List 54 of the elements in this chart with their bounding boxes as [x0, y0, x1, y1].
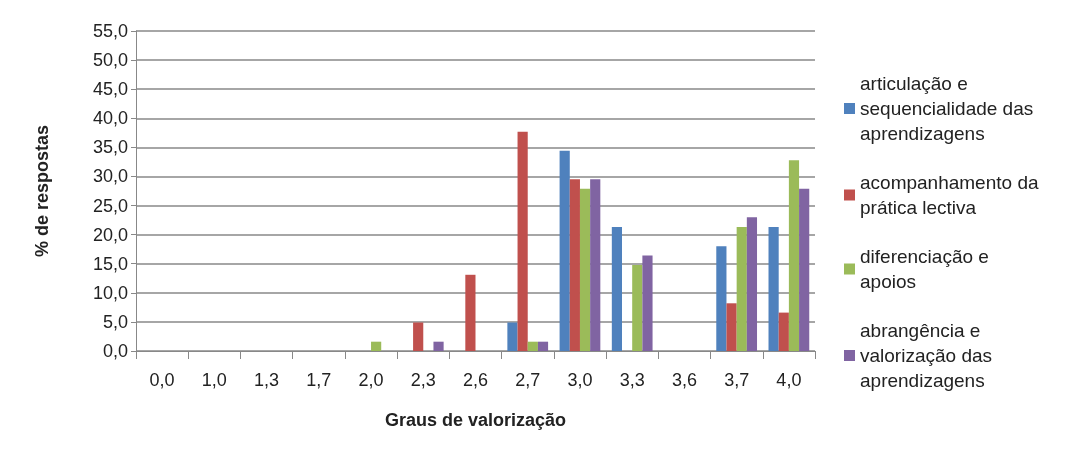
bar: [799, 188, 810, 351]
y-tick-label: 45,0: [92, 79, 128, 100]
y-tick-label: 25,0: [92, 195, 128, 216]
y-tick-label: 15,0: [92, 253, 128, 274]
bar: [537, 341, 549, 351]
bar: [590, 179, 601, 351]
x-tick-label: 2,0: [358, 370, 384, 390]
bar: [642, 255, 653, 351]
x-tick-label: 4,0: [776, 370, 802, 390]
bar: [527, 341, 538, 351]
x-tick-label: 1,0: [201, 370, 227, 390]
y-tick-label: 50,0: [92, 50, 128, 71]
bar: [768, 227, 779, 351]
bar: [788, 160, 800, 351]
x-tick-label: 2,7: [515, 370, 541, 390]
y-tick-label: 5,0: [102, 311, 128, 332]
bar: [507, 322, 518, 351]
x-tick-label: 2,6: [462, 370, 489, 390]
bar: [433, 341, 444, 351]
bar: [569, 179, 580, 351]
x-tick-label: 3,0: [567, 370, 593, 390]
bar: [517, 131, 528, 351]
bar: [778, 312, 789, 351]
bar: [413, 322, 424, 351]
bar: [632, 264, 643, 351]
legend-label: acompanhamento da prática lectiva: [860, 172, 1044, 218]
bar: [559, 150, 570, 351]
x-tick-label: 2,3: [410, 370, 436, 390]
bar: [716, 246, 727, 351]
y-tick-label: 10,0: [92, 282, 128, 303]
x-tick-label: 0,0: [149, 370, 175, 390]
y-tick-label: 40,0: [92, 108, 128, 129]
bar: [746, 217, 758, 351]
bar: [726, 303, 737, 351]
x-tick-label: 3,3: [619, 370, 645, 390]
x-axis-title: Graus de valorização: [384, 410, 567, 430]
y-tick-label: 35,0: [92, 137, 128, 158]
bar: [579, 188, 591, 351]
legend-label: articulação e sequencialidade das aprendizagens: [860, 73, 1039, 144]
bar: [465, 274, 476, 351]
x-tick-label: 1,7: [306, 370, 332, 390]
legend-label: abrangência e valorização das aprendizagens: [860, 320, 998, 391]
bar: [371, 341, 382, 351]
x-tick-label: 1,3: [254, 370, 280, 390]
y-axis-title: % de respostas: [32, 124, 52, 258]
legend-label: diferenciação e apoios: [860, 246, 995, 292]
y-tick-label: 0,0: [102, 341, 128, 361]
y-tick-label: 30,0: [92, 166, 128, 187]
bar: [736, 227, 747, 351]
bar: [611, 227, 623, 351]
y-tick-label: 20,0: [92, 224, 128, 245]
x-tick-label: 3,7: [724, 370, 750, 390]
y-tick-label: 55,0: [92, 21, 128, 41]
x-tick-label: 3,6: [671, 370, 697, 390]
